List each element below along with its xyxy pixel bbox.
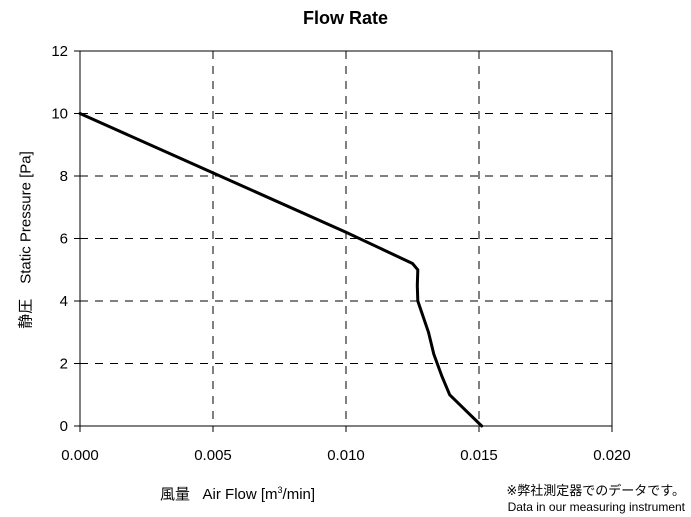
y-tick-label-4: 8 [60, 168, 68, 185]
x-tick-label-1: 0.005 [194, 447, 232, 464]
x-tick-label-2: 0.010 [327, 447, 365, 464]
note-en: Data in our measuring instrument [507, 500, 685, 514]
chart-title: Flow Rate [302, 8, 388, 28]
y-tick-label-1: 2 [60, 356, 68, 373]
x-axis-ticks: 0.000 0.005 0.010 0.015 0.020 [61, 426, 631, 464]
grid [80, 51, 612, 426]
y-axis-ticks: 0 2 4 6 8 10 12 [51, 43, 80, 435]
x-axis-label-en: Air Flow [m [202, 486, 278, 503]
x-axis-label-sup: 3 [277, 485, 283, 495]
x-axis-label-jp: 風量 [160, 486, 191, 503]
series-layer [78, 112, 484, 428]
y-tick-label-2: 4 [60, 293, 68, 310]
measurement-note: ※弊社測定器でのデータです。 Data in our measuring ins… [506, 482, 685, 516]
x-axis-label: 風量 Air Flow [m3/min] [160, 483, 315, 504]
x-axis-label-end: /min] [282, 486, 316, 503]
x-tick-label-4: 0.020 [593, 447, 631, 464]
note-jp: ※弊社測定器でのデータです。 [506, 483, 685, 498]
y-tick-label-5: 10 [51, 106, 68, 123]
y-tick-label-6: 12 [51, 43, 68, 60]
y-tick-label-0: 0 [60, 418, 68, 435]
series-line-0 [78, 112, 484, 428]
x-tick-label-0: 0.000 [61, 447, 99, 464]
x-tick-label-3: 0.015 [460, 447, 498, 464]
y-tick-label-3: 6 [60, 231, 68, 248]
